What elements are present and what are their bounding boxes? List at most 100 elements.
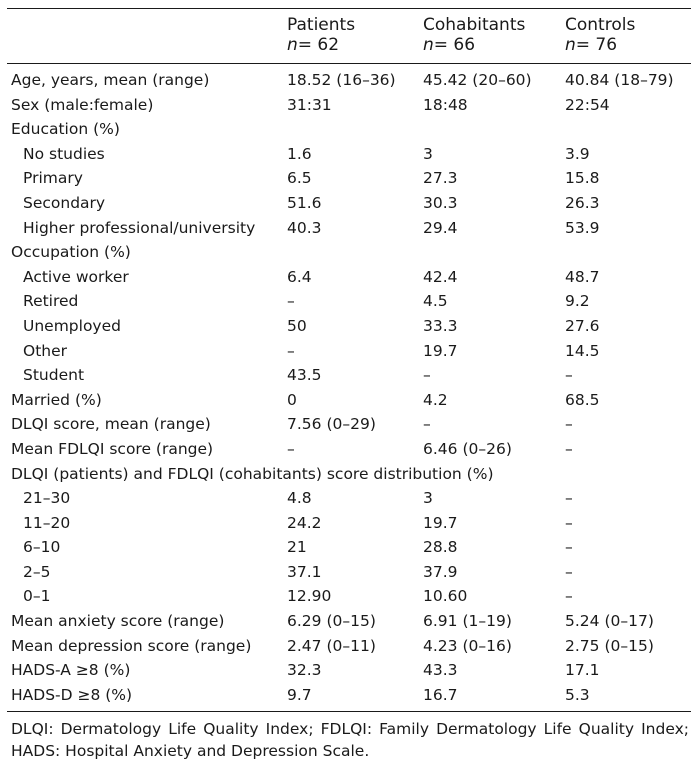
table-row: Unemployed 50 33.3 27.6 [7,314,691,339]
row-label: HADS-A ≥8 (%) [11,661,131,680]
header-row: Patients n= 62 Cohabitants n= 66 Control… [7,9,691,64]
row-value: 2.75 (0–15) [565,636,654,655]
row-value: 29.4 [423,218,458,237]
table-row: Married (%) 0 4.2 68.5 [7,388,691,413]
table-row: DLQI (patients) and FDLQI (cohabitants) … [7,462,691,487]
table-row: Education (%) [7,117,691,142]
row-value: 27.6 [565,316,600,335]
row-value: 42.4 [423,267,458,286]
row-value: – [565,587,573,606]
row-label: No studies [23,144,105,163]
header-empty [7,9,283,64]
table-footnote: DLQI: Dermatology Life Quality Index; FD… [11,720,689,761]
row-label: DLQI (patients) and FDLQI (cohabitants) … [11,464,494,483]
table-row: Mean depression score (range) 2.47 (0–11)… [7,634,691,659]
table-body: Age, years, mean (range) 18.52 (16–36) 45.… [7,64,691,713]
row-value: 7.56 (0–29) [287,415,376,434]
row-value: 1.6 [287,144,312,163]
header-n: n= 66 [423,35,561,55]
row-value: – [287,439,295,458]
table-row: Mean FDLQI score (range) – 6.46 (0–26) – [7,437,691,462]
row-value: 6.46 (0–26) [423,439,512,458]
table-row: HADS-D ≥8 (%) 9.7 16.7 5.3 [7,682,691,713]
row-value: 5.3 [561,682,691,713]
row-value: 4.2 [423,390,448,409]
row-label: Mean anxiety score (range) [11,612,225,631]
row-value: – [565,562,573,581]
row-value: 53.9 [565,218,600,237]
row-value [283,117,419,142]
table-row: No studies 1.6 3 3.9 [7,142,691,167]
row-value: 37.1 [287,562,322,581]
row-value: 16.7 [419,682,561,713]
row-label: Mean depression score (range) [11,636,252,655]
row-value: 28.8 [423,538,458,557]
header-title: Cohabitants [423,15,526,35]
row-value [283,240,419,265]
row-value [419,240,561,265]
row-value: – [565,489,573,508]
table-row: Occupation (%) [7,240,691,265]
row-value: 4.5 [423,292,448,311]
table-row: Higher professional/university 40.3 29.4 53… [7,216,691,241]
row-value: 22:54 [565,95,610,114]
row-value [561,240,691,265]
table-row: Other – 19.7 14.5 [7,339,691,364]
row-value: 9.2 [565,292,590,311]
row-value: 6.4 [287,267,312,286]
row-value: – [565,415,573,434]
row-label: Primary [23,169,83,188]
row-value: 4.8 [287,489,312,508]
row-value: 33.3 [423,316,458,335]
row-value: 51.6 [287,193,322,212]
row-label: 0–1 [23,587,51,606]
row-label: Age, years, mean (range) [11,71,210,89]
row-value: 31:31 [287,95,332,114]
row-value: 0 [287,390,297,409]
row-value: 21 [287,538,307,557]
row-value: 3 [423,489,433,508]
row-value: 45.42 (20–60) [423,71,532,89]
header-n-label: n [287,35,298,55]
row-label: Education (%) [11,120,120,139]
table-row: Student 43.5 – – [7,363,691,388]
table-row: DLQI score, mean (range) 7.56 (0–29) – – [7,412,691,437]
header-n-label: n [565,35,576,55]
row-value [561,117,691,142]
row-value: 27.3 [423,169,458,188]
table-row: Secondary 51.6 30.3 26.3 [7,191,691,216]
header-n: n= 62 [287,35,419,55]
row-value: 48.7 [565,267,600,286]
row-value: 37.9 [423,562,458,581]
table-row: 11–20 24.2 19.7 – [7,511,691,536]
row-value: 2.47 (0–11) [287,636,376,655]
row-label: Higher professional/university [23,218,256,237]
row-value: 40.84 (18–79) [565,71,674,89]
row-value: 6.29 (0–15) [287,612,376,631]
row-value: – [565,513,573,532]
row-value: 30.3 [423,193,458,212]
header-cohabitants: Cohabitants n= 66 [419,9,561,64]
table-container: Patients n= 62 Cohabitants n= 66 Control… [7,0,691,762]
header-controls: Controls n= 76 [561,9,691,64]
row-label: Unemployed [23,316,121,335]
row-value: 17.1 [565,661,600,680]
row-label: Active worker [23,267,129,286]
row-value: – [423,415,431,434]
row-value: 43.3 [423,661,458,680]
row-label: 21–30 [23,489,71,508]
table-row: 6–10 21 28.8 – [7,535,691,560]
table-row: 0–1 12.90 10.60 – [7,584,691,609]
header-n-value: = 66 [433,35,476,55]
row-label: 2–5 [23,562,51,581]
row-value: 15.8 [565,169,600,188]
row-value: 26.3 [565,193,600,212]
row-value: – [423,366,431,385]
row-value: 19.7 [423,341,458,360]
row-value [419,117,561,142]
row-value: 4.23 (0–16) [423,636,512,655]
table-row: 2–5 37.1 37.9 – [7,560,691,585]
row-value: 14.5 [565,341,600,360]
table-row: Mean anxiety score (range) 6.29 (0–15) 6.9… [7,609,691,634]
row-value: 68.5 [565,390,600,409]
